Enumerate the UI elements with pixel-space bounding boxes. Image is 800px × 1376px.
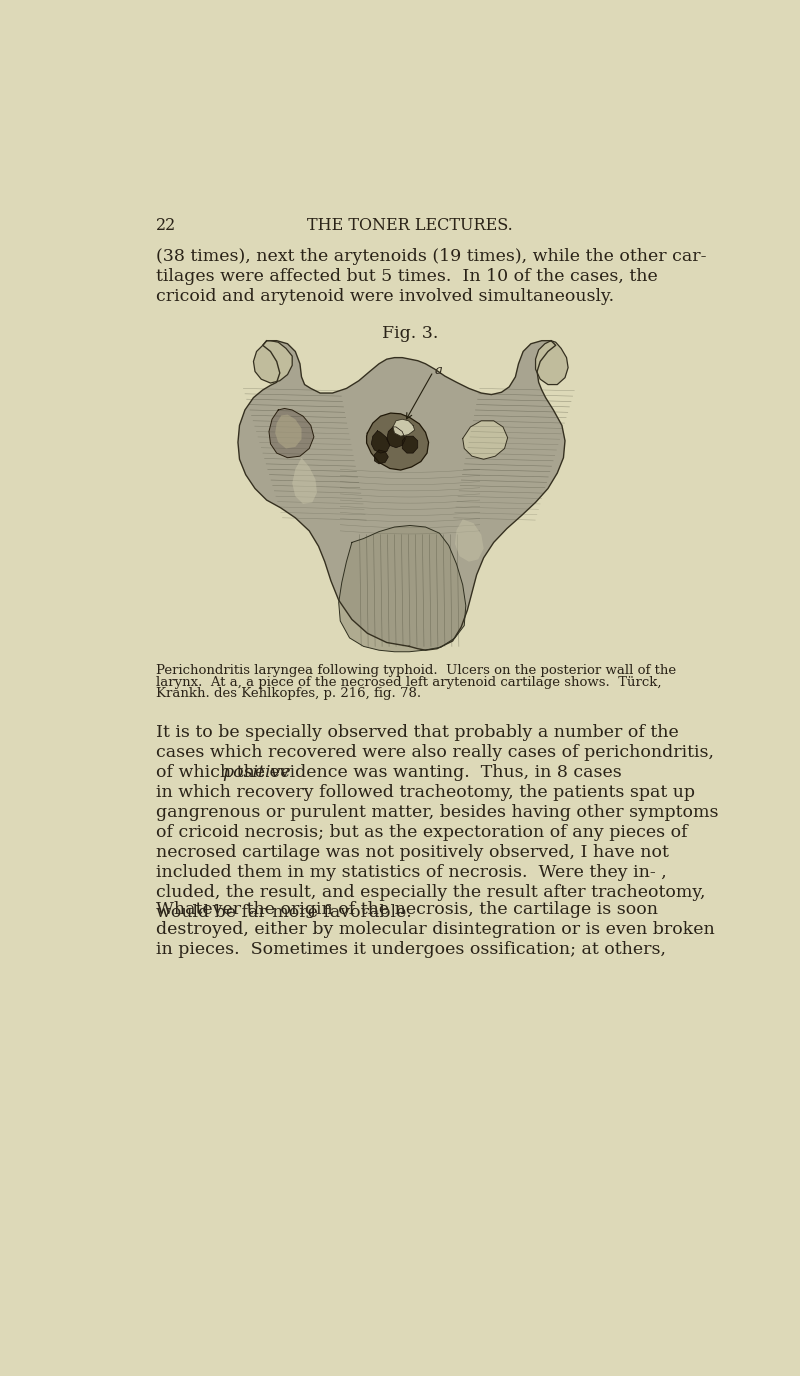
Text: gangrenous or purulent matter, besides having other symptoms: gangrenous or purulent matter, besides h… [156,804,718,821]
Text: Krankh. des Kehlkopfes, p. 216, fig. 78.: Krankh. des Kehlkopfes, p. 216, fig. 78. [156,687,421,700]
Text: cluded, the result, and especially the result after tracheotomy,: cluded, the result, and especially the r… [156,885,706,901]
Polygon shape [371,431,390,453]
Polygon shape [366,413,429,471]
Text: positive: positive [222,764,291,782]
Text: It is to be specially observed that probably a number of the: It is to be specially observed that prob… [156,724,678,742]
Text: necrosed cartilage was not positively observed, I have not: necrosed cartilage was not positively ob… [156,845,669,861]
Text: Whatever the origin of the necrosis, the cartilage is soon: Whatever the origin of the necrosis, the… [156,901,658,918]
Text: 22: 22 [156,217,176,234]
Text: a: a [435,363,442,377]
Polygon shape [292,458,317,504]
Text: of cricoid necrosis; but as the expectoration of any pieces of: of cricoid necrosis; but as the expector… [156,824,687,841]
Text: (38 times), next the arytenoids (19 times), while the other car-: (38 times), next the arytenoids (19 time… [156,248,706,266]
Polygon shape [386,427,406,447]
Polygon shape [374,450,388,464]
Text: in pieces.  Sometimes it undergoes ossification; at others,: in pieces. Sometimes it undergoes ossifi… [156,941,666,958]
Text: in which recovery followed tracheotomy, the patients spat up: in which recovery followed tracheotomy, … [156,784,694,801]
Text: of which the: of which the [156,764,270,782]
Text: would be far more favorable.: would be far more favorable. [156,904,411,922]
Text: tilages were affected but 5 times.  In 10 of the cases, the: tilages were affected but 5 times. In 10… [156,268,658,285]
Polygon shape [402,436,418,453]
Text: Fig. 3.: Fig. 3. [382,325,438,343]
Text: Perichondritis laryngea following typhoid.  Ulcers on the posterior wall of the: Perichondritis laryngea following typhoi… [156,665,676,677]
Polygon shape [338,526,466,652]
Text: cases which recovered were also really cases of perichondritis,: cases which recovered were also really c… [156,744,714,761]
Polygon shape [254,341,292,383]
Polygon shape [238,341,565,651]
Polygon shape [275,414,302,449]
Polygon shape [224,344,594,648]
Text: cricoid and arytenoid were involved simultaneously.: cricoid and arytenoid were involved simu… [156,289,614,305]
Polygon shape [535,341,568,384]
Text: evidence was wanting.  Thus, in 8 cases: evidence was wanting. Thus, in 8 cases [263,764,622,782]
Polygon shape [455,519,484,561]
Text: larynx.  At a, a piece of the necrosed left arytenoid cartilage shows.  Türck,: larynx. At a, a piece of the necrosed le… [156,676,662,688]
Polygon shape [269,409,314,458]
Polygon shape [393,420,414,436]
Text: THE TONER LECTURES.: THE TONER LECTURES. [307,217,513,234]
Text: included them in my statistics of necrosis.  Were they in- ,: included them in my statistics of necros… [156,864,666,881]
Text: destroyed, either by molecular disintegration or is even broken: destroyed, either by molecular disintegr… [156,922,714,938]
Polygon shape [462,421,508,460]
